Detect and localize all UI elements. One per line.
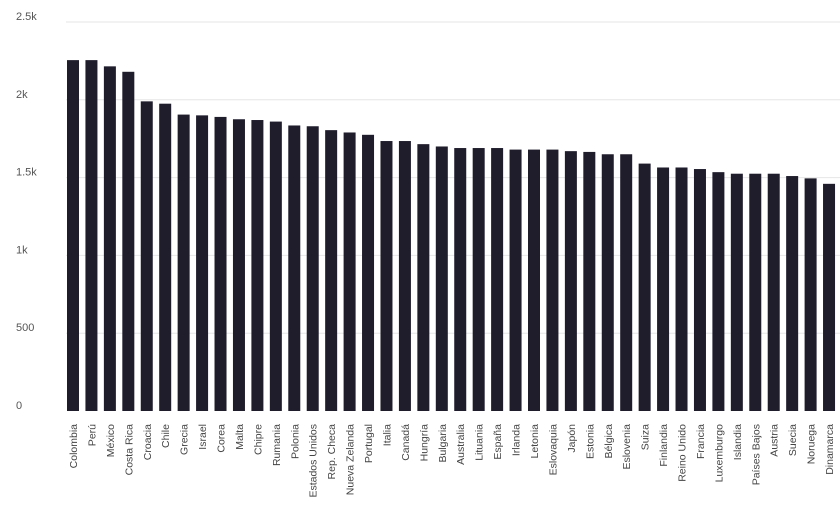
bar-austria[interactable] bbox=[767, 173, 780, 411]
bar-israel[interactable] bbox=[196, 115, 209, 412]
y-tick-label: 2k bbox=[16, 89, 28, 101]
bar-bélgica[interactable] bbox=[601, 154, 614, 411]
x-tick-label: Lituania bbox=[474, 424, 486, 461]
x-tick-label: Colombia bbox=[68, 424, 80, 469]
x-tick-label: Irlanda bbox=[511, 424, 523, 456]
bar-españa[interactable] bbox=[491, 148, 504, 411]
x-tick-label: México bbox=[105, 424, 117, 457]
x-tick-label: Japón bbox=[566, 424, 578, 453]
bar-reino-unido[interactable] bbox=[675, 167, 688, 411]
grid bbox=[66, 21, 840, 334]
x-tick-label: Nueva Zelanda bbox=[345, 424, 357, 495]
x-tick-label: Rep. Checa bbox=[326, 424, 338, 480]
bar-perú[interactable] bbox=[85, 60, 98, 411]
x-tick-label: Luxemburgo bbox=[713, 424, 725, 483]
bar-estonia[interactable] bbox=[583, 151, 596, 411]
x-tick-label: Portugal bbox=[363, 424, 375, 463]
bar-irlanda[interactable] bbox=[509, 149, 522, 412]
x-tick-label: Israel bbox=[197, 424, 209, 450]
bar-luxemburgo[interactable] bbox=[712, 172, 725, 411]
bar-portugal[interactable] bbox=[362, 134, 375, 411]
bar-polonia[interactable] bbox=[288, 125, 301, 411]
bar-costa-rica[interactable] bbox=[122, 71, 135, 412]
bar-rep-checa[interactable] bbox=[325, 130, 338, 411]
bar-letonia[interactable] bbox=[528, 149, 540, 412]
bar-francia[interactable] bbox=[693, 169, 706, 411]
x-tick-label: Corea bbox=[216, 424, 228, 453]
x-tick-label: Croacia bbox=[142, 424, 154, 460]
x-tick-label: Australia bbox=[455, 424, 467, 465]
x-tick-label: Costa Rica bbox=[123, 424, 135, 476]
x-tick-label: Eslovaquia bbox=[547, 424, 559, 476]
x-tick-label: Polonia bbox=[289, 424, 301, 459]
bar-japón[interactable] bbox=[564, 151, 577, 411]
x-axis: Colombia Perú México Costa Rica Croacia Chile… bbox=[68, 424, 836, 498]
bar-grecia[interactable] bbox=[177, 114, 190, 411]
bar-finlandia[interactable] bbox=[657, 167, 670, 411]
bar-dinamarca[interactable] bbox=[823, 183, 836, 411]
x-tick-label: Estados Unidos bbox=[308, 424, 320, 498]
x-tick-label: Suecia bbox=[787, 424, 799, 456]
bar-lituania[interactable] bbox=[472, 148, 485, 411]
bar-canadá[interactable] bbox=[398, 141, 411, 411]
bar-bulgaria[interactable] bbox=[435, 146, 448, 412]
bar-croacia[interactable] bbox=[140, 101, 153, 411]
y-axis: 0 500 1k 1.5k 2k 2.5k bbox=[16, 11, 37, 412]
x-tick-label: Chile bbox=[160, 424, 172, 448]
bar-países-bajos[interactable] bbox=[749, 173, 762, 411]
x-tick-label: Rumania bbox=[271, 424, 283, 466]
bar-corea[interactable] bbox=[214, 116, 227, 411]
y-tick-label: 1k bbox=[16, 244, 28, 256]
x-tick-label: Suiza bbox=[640, 424, 652, 450]
bar-suiza[interactable] bbox=[638, 163, 651, 411]
x-tick-label: Italia bbox=[381, 424, 393, 446]
x-tick-label: Islandia bbox=[732, 424, 744, 460]
x-tick-label: Canadá bbox=[400, 424, 412, 461]
bar-eslovenia[interactable] bbox=[620, 154, 633, 411]
x-tick-label: Letonia bbox=[529, 424, 541, 459]
x-tick-label: Finlandia bbox=[658, 424, 670, 467]
bar-estados-unidos[interactable] bbox=[306, 126, 319, 411]
x-tick-label: Reino Unido bbox=[677, 424, 689, 482]
bar-nueva-zelanda[interactable] bbox=[343, 132, 356, 411]
bar-méxico[interactable] bbox=[103, 66, 116, 411]
x-tick-label: España bbox=[492, 424, 504, 460]
y-tick-label: 2.5k bbox=[16, 11, 37, 23]
x-tick-label: Grecia bbox=[179, 424, 191, 455]
bar-chile[interactable] bbox=[159, 103, 172, 411]
x-tick-label: Bulgaria bbox=[437, 424, 449, 463]
bar-italia[interactable] bbox=[380, 141, 393, 411]
x-tick-label: Bélgica bbox=[603, 424, 615, 459]
x-tick-label: Noruega bbox=[806, 424, 818, 464]
bar-chipre[interactable] bbox=[251, 120, 264, 411]
x-tick-label: Francia bbox=[695, 424, 707, 459]
x-tick-label: Chipre bbox=[252, 424, 264, 455]
y-tick-label: 1.5k bbox=[16, 167, 37, 179]
bars bbox=[67, 60, 836, 412]
bar-suecia[interactable] bbox=[786, 176, 799, 411]
bar-australia[interactable] bbox=[454, 148, 467, 411]
y-tick-label: 500 bbox=[16, 322, 34, 334]
x-tick-label: Países Bajos bbox=[750, 424, 762, 485]
x-tick-label: Estonia bbox=[584, 424, 596, 459]
bar-noruega[interactable] bbox=[804, 178, 817, 411]
bar-colombia[interactable] bbox=[67, 60, 79, 411]
x-tick-label: Malta bbox=[234, 424, 246, 450]
x-tick-label: Eslovenia bbox=[621, 424, 633, 470]
x-tick-label: Hungría bbox=[418, 424, 430, 462]
x-tick-label: Dinamarca bbox=[824, 424, 836, 475]
bar-hungría[interactable] bbox=[417, 144, 430, 411]
bar-eslovaquia[interactable] bbox=[546, 149, 559, 412]
y-tick-label: 0 bbox=[16, 400, 22, 412]
bar-islandia[interactable] bbox=[730, 173, 743, 411]
x-tick-label: Austria bbox=[769, 424, 781, 457]
bar-rumania[interactable] bbox=[269, 121, 282, 412]
x-tick-label: Perú bbox=[86, 424, 98, 446]
bar-malta[interactable] bbox=[232, 119, 245, 411]
